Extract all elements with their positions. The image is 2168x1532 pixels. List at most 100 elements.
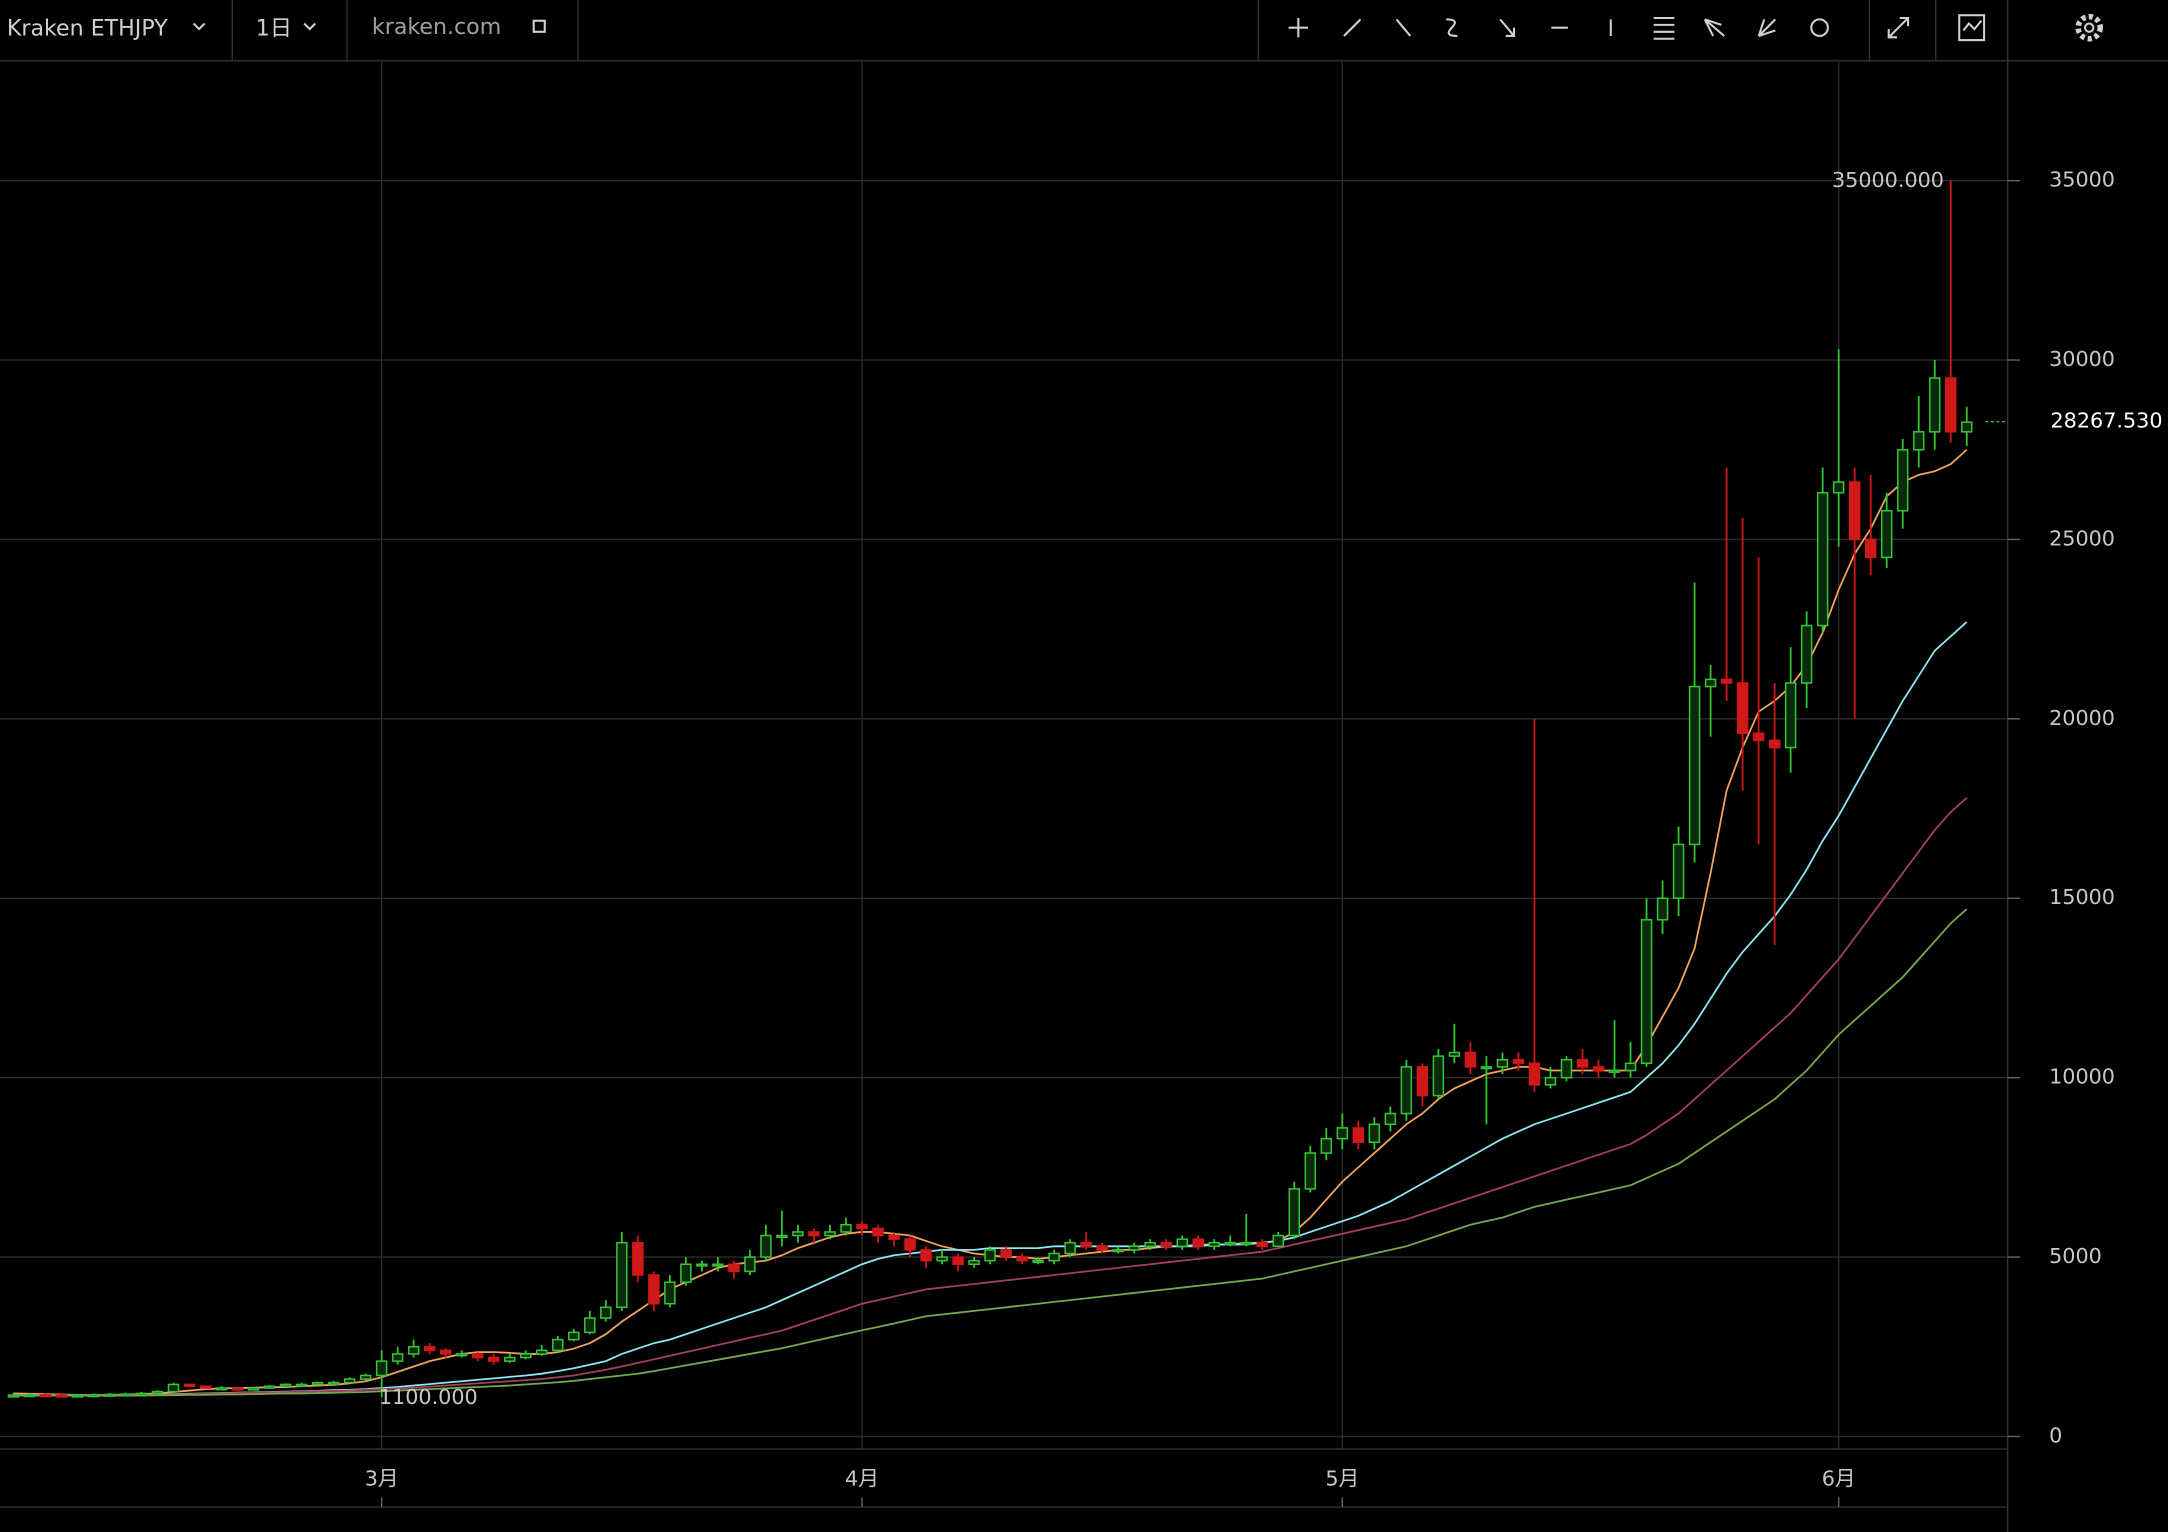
symbol-selector[interactable]: Kraken ETHJPY — [7, 16, 168, 42]
candle-body — [1416, 1066, 1429, 1097]
candle-body — [1464, 1051, 1477, 1068]
candle-body — [487, 1356, 500, 1362]
candle-body — [1512, 1058, 1525, 1065]
candle-body — [1352, 1127, 1365, 1144]
candle-body — [1304, 1152, 1317, 1190]
candle-body — [1592, 1066, 1605, 1072]
candle-body — [1576, 1058, 1589, 1068]
candle-body — [199, 1385, 212, 1389]
curve-tool[interactable] — [1446, 18, 1458, 37]
candle-body — [1496, 1058, 1509, 1068]
line-tool[interactable] — [1343, 18, 1362, 37]
candle-body — [311, 1381, 324, 1386]
candle-body — [1480, 1066, 1493, 1070]
candle-body — [1816, 492, 1829, 627]
candle-body — [215, 1387, 228, 1391]
candle-body — [1336, 1127, 1349, 1140]
candle-body — [1544, 1076, 1557, 1086]
candle-body — [920, 1249, 932, 1262]
candle-body — [279, 1383, 292, 1387]
candle-body — [680, 1263, 692, 1283]
candle-body — [936, 1256, 948, 1262]
candle-body — [648, 1274, 660, 1305]
candle-body — [1656, 897, 1669, 921]
candle-body — [744, 1256, 756, 1273]
y-tick-label: 25000 — [2049, 526, 2115, 550]
source-link[interactable]: kraken.com — [372, 14, 501, 40]
candle-body — [455, 1353, 468, 1357]
plot — [0, 62, 2008, 1450]
candle-body — [1800, 624, 1813, 684]
settings-icon — [2084, 22, 2095, 33]
candle-body — [728, 1263, 740, 1273]
candle-body — [231, 1387, 244, 1391]
dropdown-icon — [192, 22, 206, 31]
candle-body — [359, 1374, 372, 1380]
candle-body — [1240, 1241, 1252, 1246]
candle-body — [1896, 448, 1909, 512]
candle-body — [776, 1234, 788, 1238]
candle-body — [808, 1231, 820, 1237]
candle-body — [1608, 1069, 1621, 1073]
interval-selector[interactable]: 1日 — [256, 16, 292, 42]
candle-body — [1448, 1051, 1461, 1057]
pitchfork-tool[interactable] — [1757, 18, 1777, 37]
ray-tool[interactable] — [1395, 18, 1412, 37]
candle-body — [1256, 1241, 1269, 1248]
x-tick-label: 6月 — [1822, 1466, 1856, 1490]
fullscreen-button[interactable] — [1887, 16, 1910, 39]
candle-body — [1160, 1241, 1172, 1248]
candle-body — [1032, 1259, 1044, 1264]
candle-body — [1688, 685, 1701, 846]
y-tick-label: 35000 — [2049, 168, 2115, 192]
y-tick-label: 20000 — [2049, 706, 2115, 730]
moving-average-line — [13, 908, 1968, 1397]
indicator-button[interactable] — [1958, 14, 1986, 42]
candle-body — [167, 1383, 180, 1393]
candle-body — [984, 1249, 996, 1262]
candle-body — [1000, 1249, 1012, 1258]
candle-body — [1272, 1234, 1285, 1248]
candle-body — [584, 1317, 596, 1334]
settings-button[interactable] — [2075, 13, 2104, 42]
candle-body — [1624, 1062, 1637, 1072]
y-tick-label: 30000 — [2049, 347, 2115, 371]
candle-body — [552, 1338, 564, 1352]
candle-body — [1016, 1256, 1028, 1262]
candle-body — [824, 1231, 836, 1237]
candle-body — [1672, 843, 1685, 900]
arrow-tool[interactable] — [1499, 18, 1516, 37]
candle-body — [1208, 1241, 1220, 1248]
fan-tool[interactable] — [1703, 18, 1725, 37]
candle-body — [1176, 1238, 1188, 1248]
candle-body — [1144, 1241, 1156, 1248]
circle-tool[interactable] — [1810, 18, 1829, 37]
candle-body — [1736, 682, 1749, 734]
candle-body — [151, 1390, 164, 1395]
crosshair-tool[interactable] — [1288, 17, 1308, 38]
y-tick-label: 10000 — [2049, 1065, 2115, 1089]
fib-tool[interactable] — [1653, 16, 1675, 40]
candle-body — [872, 1227, 884, 1237]
candle-body — [1768, 739, 1781, 749]
candle-body — [712, 1263, 724, 1267]
candle-body — [471, 1353, 484, 1359]
candle-body — [1432, 1055, 1445, 1097]
candle-body — [520, 1353, 532, 1359]
x-tick-label: 4月 — [845, 1466, 879, 1490]
candle-body — [135, 1392, 148, 1396]
candle-body — [87, 1394, 100, 1398]
candle-body — [792, 1231, 804, 1237]
y-tick-label: 15000 — [2049, 885, 2115, 909]
candle-body — [439, 1349, 452, 1355]
candle-body — [600, 1306, 612, 1319]
indicator-icon — [1962, 20, 1983, 32]
x-tick-label: 3月 — [365, 1466, 399, 1490]
candle-body — [1752, 732, 1765, 742]
candle-body — [952, 1256, 964, 1266]
candle-body — [1400, 1066, 1413, 1115]
candle-body — [71, 1394, 84, 1398]
candle-body — [536, 1349, 548, 1355]
candle-body — [1064, 1241, 1076, 1255]
